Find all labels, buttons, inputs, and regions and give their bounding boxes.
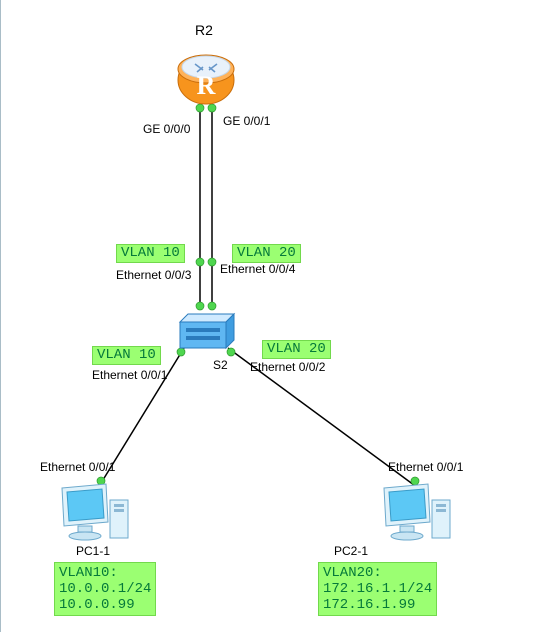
router-icon: R <box>175 50 237 113</box>
pc1-label: PC1-1 <box>76 544 110 558</box>
port-label-ge001: GE 0/0/1 <box>223 114 270 128</box>
pc1-info: VLAN10: 10.0.0.1/24 10.0.0.99 <box>54 562 156 616</box>
svg-text:R: R <box>197 71 216 100</box>
port-label-e001: Ethernet 0/0/1 <box>92 368 167 382</box>
port-label-ge000: GE 0/0/0 <box>143 122 190 136</box>
pc1-icon <box>56 478 138 553</box>
port-label-pc2: Ethernet 0/0/1 <box>388 460 463 474</box>
left-border <box>0 0 1 632</box>
pc2-icon <box>378 478 460 553</box>
pc2-label: PC2-1 <box>334 544 368 558</box>
vlan-tag-20-top: VLAN 20 <box>232 244 301 263</box>
diagram-canvas: R2 R GE 0/0/0 GE 0/0/1 VLAN 10 VLAN 20 E… <box>0 0 539 632</box>
port-label-e004: Ethernet 0/0/4 <box>220 262 295 276</box>
port-label-e002: Ethernet 0/0/2 <box>250 360 325 374</box>
switch-icon <box>176 306 238 359</box>
pc2-info: VLAN20: 172.16.1.1/24 172.16.1.99 <box>318 562 437 616</box>
switch-label: S2 <box>213 358 228 372</box>
vlan-tag-10-top: VLAN 10 <box>116 244 185 263</box>
vlan-tag-10-bottom: VLAN 10 <box>92 346 161 365</box>
router-label: R2 <box>195 22 213 38</box>
port-label-e003: Ethernet 0/0/3 <box>116 268 191 282</box>
port-label-pc1: Ethernet 0/0/1 <box>40 460 115 474</box>
vlan-tag-20-bottom: VLAN 20 <box>262 340 331 359</box>
